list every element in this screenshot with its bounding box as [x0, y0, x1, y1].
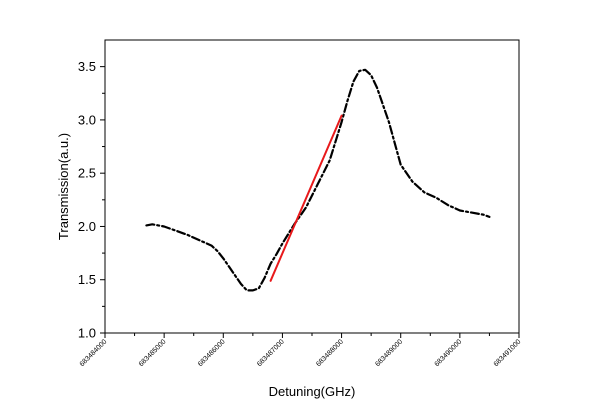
x-axis-title: Detuning(GHz)	[269, 384, 356, 399]
x-axis-ticks: 683484000 683485000 683486000 683487000 6834…	[79, 333, 523, 368]
x-tick-label: 683486000	[197, 338, 227, 368]
x-tick-label: 683484000	[79, 338, 109, 368]
y-axis-title: Transmission(a.u.)	[56, 133, 71, 240]
y-tick-label: 1.0	[78, 326, 96, 341]
y-tick-label: 2.5	[78, 166, 96, 181]
y-tick-label: 1.5	[78, 272, 96, 287]
x-tick-label: 683488000	[315, 338, 345, 368]
y-axis-ticks: 1.0 1.5 2.0 2.5 3.0 3.5	[78, 59, 105, 341]
y-tick-label: 3.5	[78, 59, 96, 74]
y-tick-label: 2.0	[78, 219, 96, 234]
x-tick-label: 683491000	[493, 338, 523, 368]
x-tick-label: 683485000	[138, 338, 168, 368]
x-tick-label: 683487000	[256, 338, 286, 368]
x-tick-label: 683489000	[374, 338, 404, 368]
x-tick-label: 683490000	[434, 338, 464, 368]
series-layer	[145, 68, 491, 292]
transmission-curve	[145, 68, 491, 292]
linear-fit-line	[269, 114, 343, 282]
y-tick-label: 3.0	[78, 112, 96, 127]
